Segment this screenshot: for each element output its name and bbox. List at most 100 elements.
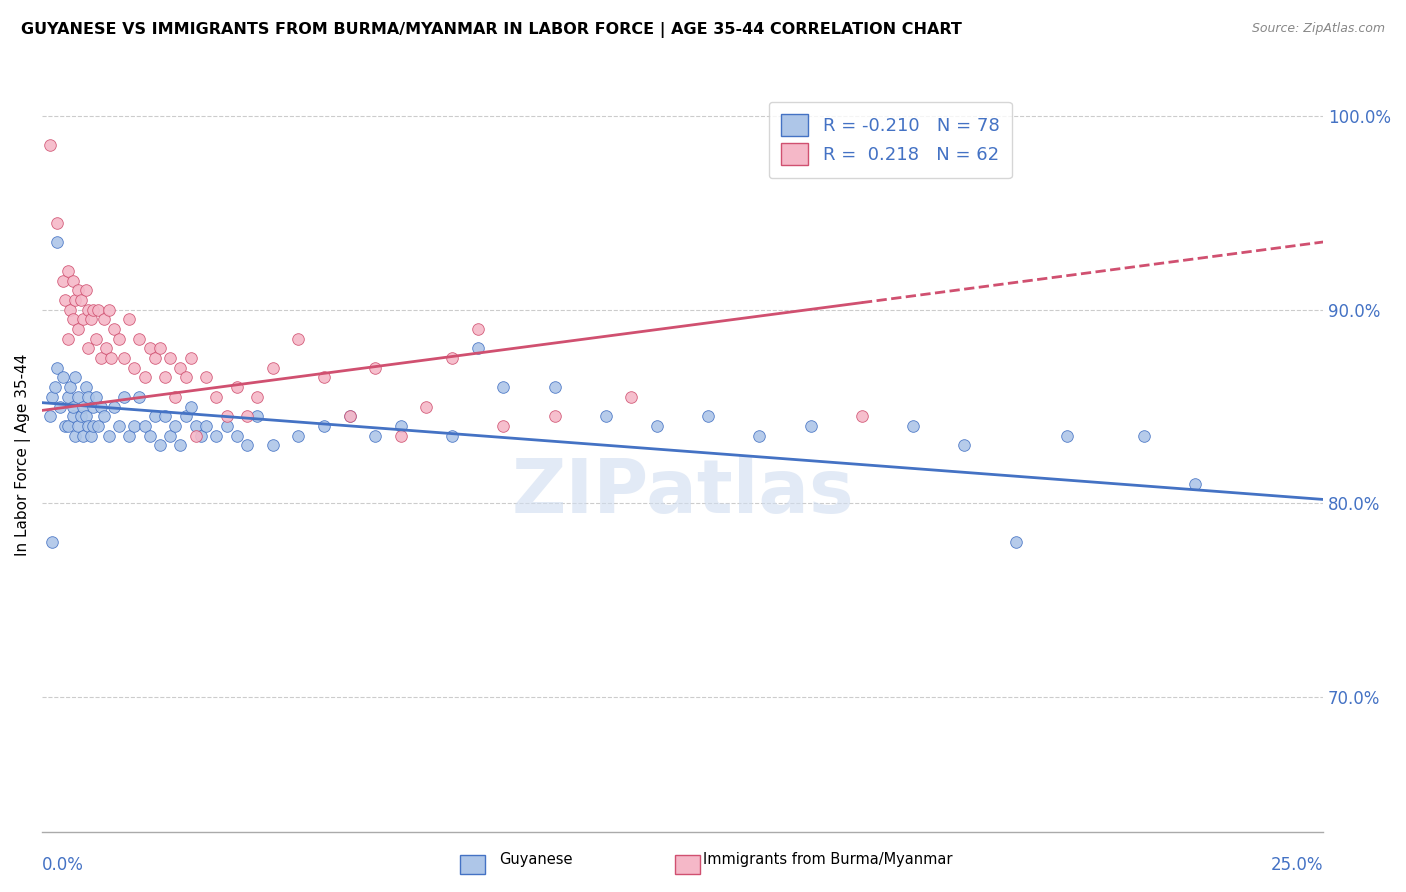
Point — [87, 302, 110, 317]
Point — [169, 360, 191, 375]
Point — [339, 409, 361, 424]
Point — [100, 351, 122, 365]
Point — [44, 380, 66, 394]
Text: ZIPatlas: ZIPatlas — [512, 456, 853, 529]
Point — [96, 342, 118, 356]
Point — [108, 418, 131, 433]
Point — [312, 370, 335, 384]
Legend: R = -0.210   N = 78, R =  0.218   N = 62: R = -0.210 N = 78, R = 0.218 N = 62 — [769, 102, 1012, 178]
Point — [38, 409, 60, 424]
Point — [1133, 428, 1156, 442]
Point — [851, 409, 873, 424]
Point — [82, 418, 104, 433]
Point — [128, 332, 150, 346]
Point — [184, 418, 207, 433]
Point — [1004, 535, 1026, 549]
Point — [134, 370, 156, 384]
Point — [595, 409, 617, 424]
Point — [165, 418, 187, 433]
Point — [53, 293, 76, 307]
Point — [174, 409, 197, 424]
Point — [262, 360, 284, 375]
Y-axis label: In Labor Force | Age 35-44: In Labor Force | Age 35-44 — [15, 354, 31, 556]
Point — [90, 351, 112, 365]
Point — [364, 428, 387, 442]
Point — [75, 284, 97, 298]
Point — [246, 390, 269, 404]
Point — [180, 400, 202, 414]
Point — [225, 380, 247, 394]
Point — [77, 342, 100, 356]
Text: Immigrants from Burma/Myanmar: Immigrants from Burma/Myanmar — [703, 852, 952, 867]
Point — [169, 438, 191, 452]
Point — [56, 418, 79, 433]
Point — [184, 428, 207, 442]
Point — [72, 312, 94, 326]
Point — [287, 428, 309, 442]
Point — [620, 390, 643, 404]
Point — [441, 351, 464, 365]
Point — [62, 409, 84, 424]
Text: 0.0%: 0.0% — [42, 855, 84, 873]
Point — [118, 312, 141, 326]
Text: Source: ZipAtlas.com: Source: ZipAtlas.com — [1251, 22, 1385, 36]
Point — [415, 400, 437, 414]
Point — [62, 312, 84, 326]
Point — [66, 418, 89, 433]
Point — [645, 418, 668, 433]
Point — [246, 409, 269, 424]
Point — [108, 332, 131, 346]
Point — [492, 418, 515, 433]
Point — [103, 322, 125, 336]
Point — [65, 370, 87, 384]
Point — [180, 351, 202, 365]
Point — [112, 390, 135, 404]
Text: GUYANESE VS IMMIGRANTS FROM BURMA/MYANMAR IN LABOR FORCE | AGE 35-44 CORRELATION: GUYANESE VS IMMIGRANTS FROM BURMA/MYANMA… — [21, 22, 962, 38]
Point — [118, 428, 141, 442]
Text: 25.0%: 25.0% — [1271, 855, 1323, 873]
Point — [389, 428, 412, 442]
Point — [165, 390, 187, 404]
Point — [65, 293, 87, 307]
Point — [49, 400, 72, 414]
Point — [59, 380, 82, 394]
Point — [492, 380, 515, 394]
Point — [112, 351, 135, 365]
Point — [93, 312, 115, 326]
Point — [56, 264, 79, 278]
Point — [128, 390, 150, 404]
Point — [93, 409, 115, 424]
Point — [903, 418, 925, 433]
Point — [62, 400, 84, 414]
Point — [134, 418, 156, 433]
Point — [66, 322, 89, 336]
Point — [72, 428, 94, 442]
Point — [262, 438, 284, 452]
Point — [195, 418, 218, 433]
Point — [149, 342, 172, 356]
Point — [90, 400, 112, 414]
Point — [467, 342, 489, 356]
Point — [97, 428, 120, 442]
Point — [59, 302, 82, 317]
Point — [195, 370, 218, 384]
Point — [953, 438, 976, 452]
Point — [97, 302, 120, 317]
Point — [205, 390, 228, 404]
Point — [84, 390, 107, 404]
Point — [543, 409, 565, 424]
Point — [312, 418, 335, 433]
Point — [41, 535, 63, 549]
Point — [287, 332, 309, 346]
Point — [124, 418, 146, 433]
Point — [697, 409, 720, 424]
Point — [174, 370, 197, 384]
Point — [41, 390, 63, 404]
Point — [467, 322, 489, 336]
Point — [53, 418, 76, 433]
Point — [62, 274, 84, 288]
Point — [69, 409, 91, 424]
Point — [215, 409, 238, 424]
Point — [52, 370, 75, 384]
Point — [138, 428, 160, 442]
